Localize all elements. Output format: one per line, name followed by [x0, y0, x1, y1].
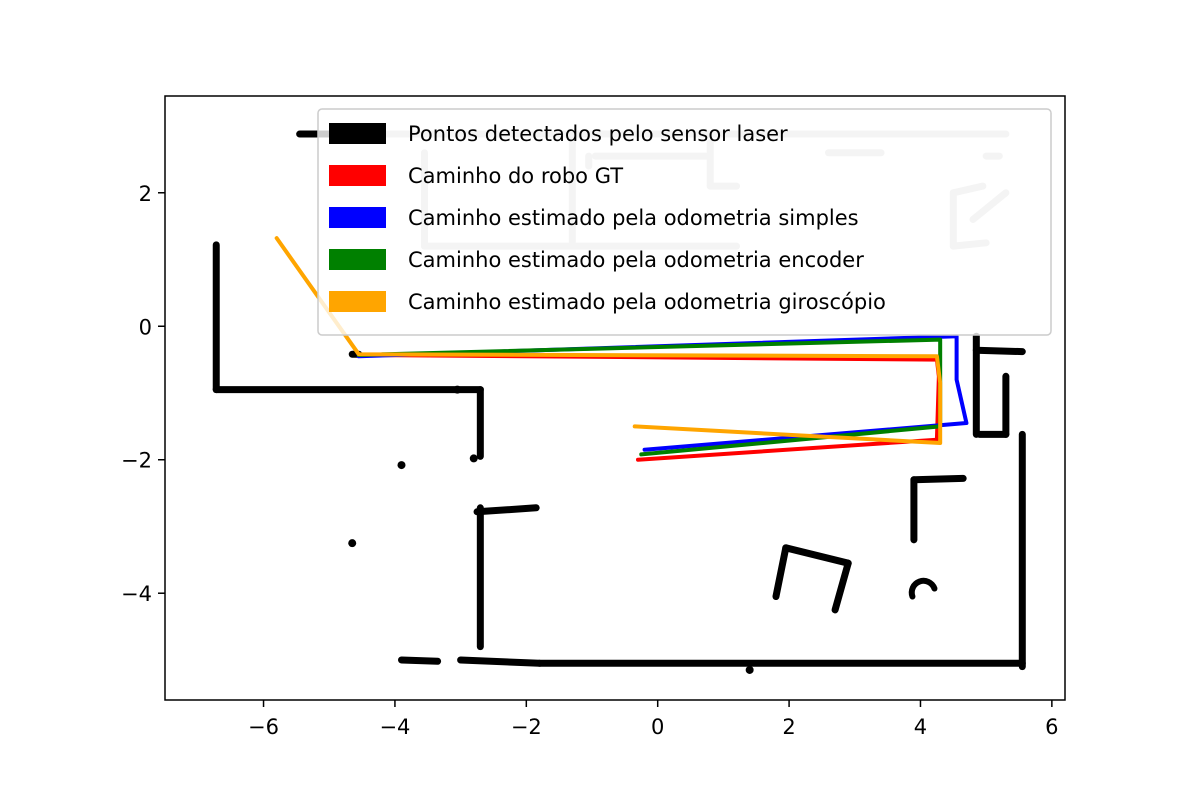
laser-point-2 — [348, 539, 357, 548]
y-tick-label-3: 2 — [139, 182, 152, 206]
path-series-layer — [274, 236, 969, 462]
laser-point-4 — [745, 665, 754, 674]
y-tick-label-0: −4 — [121, 582, 152, 606]
series-line-0 — [360, 352, 941, 462]
legend-swatch-3 — [329, 249, 386, 270]
legend-label-3: Caminho estimado pela odometria encoder — [408, 248, 864, 272]
legend-label-0: Pontos detectados pelo sensor laser — [408, 122, 788, 146]
x-tick-label-5: 4 — [914, 715, 927, 739]
axes-frame — [164, 95, 1066, 701]
x-tick-label-0: −6 — [248, 715, 279, 739]
laser-point-1 — [469, 454, 478, 463]
x-axis-ticks: −6 −4 −2 0 2 4 6 — [248, 700, 1059, 739]
laser-point-0 — [397, 461, 406, 470]
laser-segment-12 — [910, 474, 967, 484]
x-tick-label-1: −4 — [379, 715, 410, 739]
x-tick-label-2: −2 — [511, 715, 542, 739]
laser-segment-3 — [473, 504, 540, 516]
laser-segment-5 — [397, 656, 442, 665]
laser-arc-0 — [908, 577, 938, 600]
x-tick-label-3: 0 — [651, 715, 664, 739]
legend-swatch-0 — [329, 123, 386, 144]
y-tick-label-1: −2 — [121, 449, 152, 473]
laser-segment-15 — [972, 346, 1026, 356]
legend-label-2: Caminho estimado pela odometria simples — [408, 206, 859, 230]
laser-segment-11 — [831, 559, 852, 614]
legend-box — [317, 108, 1052, 336]
x-tick-label-4: 2 — [782, 715, 795, 739]
legend-swatch-4 — [329, 291, 386, 312]
laser-point-3 — [453, 385, 462, 394]
legend-label-4: Caminho estimado pela odometria giroscóp… — [408, 290, 886, 314]
legend-label-1: Caminho do robo GT — [408, 164, 623, 188]
laser-segment-10 — [772, 544, 790, 601]
legend-swatch-1 — [329, 165, 386, 186]
legend-swatch-2 — [329, 207, 386, 228]
y-axis-ticks: −4 −2 0 2 — [121, 182, 165, 606]
laser-segment-6 — [457, 656, 543, 667]
legend: Pontos detectados pelo sensor laser Camin… — [317, 108, 1052, 336]
x-tick-label-6: 6 — [1045, 715, 1058, 739]
y-tick-label-2: 0 — [139, 315, 152, 339]
laser-segment-9 — [782, 544, 852, 567]
